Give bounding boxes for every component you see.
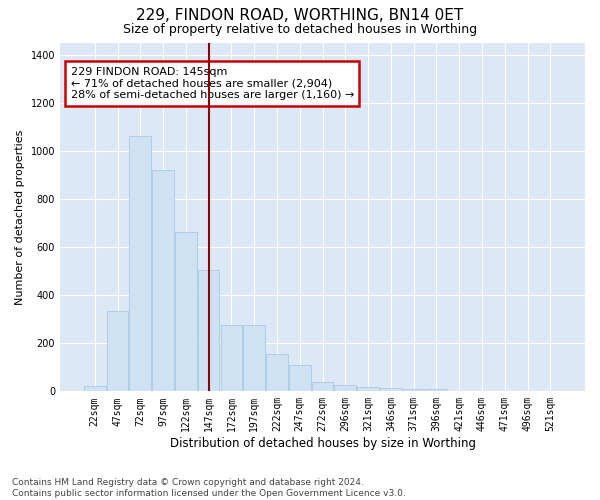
Text: Size of property relative to detached houses in Worthing: Size of property relative to detached ho…	[123, 22, 477, 36]
Bar	[107, 311, 128, 392]
Bar	[198, 270, 220, 392]
Bar	[152, 170, 174, 392]
Bar	[334, 385, 356, 392]
Bar	[175, 232, 197, 392]
Bar	[84, 386, 106, 392]
Bar	[380, 388, 401, 392]
Bar	[357, 386, 379, 392]
Bar	[244, 325, 265, 392]
Bar	[221, 325, 242, 392]
Bar	[266, 354, 288, 392]
Bar	[312, 382, 334, 392]
Bar	[425, 389, 447, 392]
Bar	[130, 136, 151, 392]
Text: 229, FINDON ROAD, WORTHING, BN14 0ET: 229, FINDON ROAD, WORTHING, BN14 0ET	[136, 8, 464, 22]
X-axis label: Distribution of detached houses by size in Worthing: Distribution of detached houses by size …	[170, 437, 476, 450]
Bar	[289, 366, 311, 392]
Y-axis label: Number of detached properties: Number of detached properties	[15, 129, 25, 304]
Text: 229 FINDON ROAD: 145sqm
← 71% of detached houses are smaller (2,904)
28% of semi: 229 FINDON ROAD: 145sqm ← 71% of detache…	[71, 67, 354, 100]
Bar	[403, 389, 424, 392]
Text: Contains HM Land Registry data © Crown copyright and database right 2024.
Contai: Contains HM Land Registry data © Crown c…	[12, 478, 406, 498]
